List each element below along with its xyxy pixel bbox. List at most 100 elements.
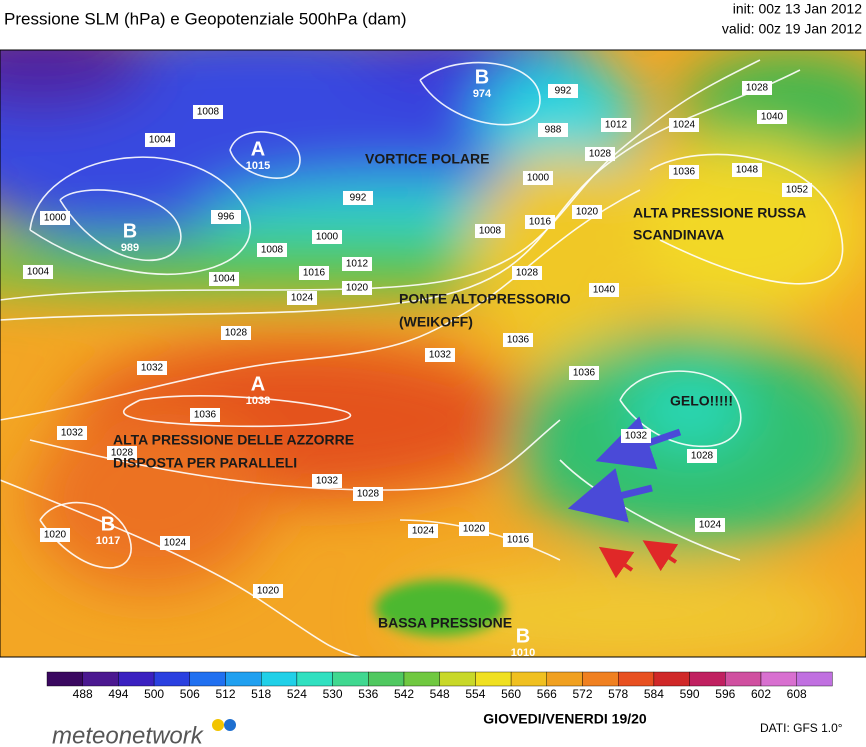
colorbar-swatch [118, 671, 155, 687]
isobar-label: 1032 [316, 476, 339, 487]
isobar-label: 1020 [576, 207, 599, 218]
colorbar-label: 518 [251, 687, 271, 701]
isobar-label: 1036 [673, 167, 696, 178]
annotation: VORTICE POLARE [365, 151, 489, 167]
init-time: init: 00z 13 Jan 2012 [733, 1, 862, 17]
isobar-label: 1040 [593, 285, 616, 296]
colorbar-label: 536 [358, 687, 378, 701]
isobar-label: 1024 [164, 538, 187, 549]
isobar-label-box [257, 243, 287, 257]
isobar-label: 1020 [346, 283, 369, 294]
isobar-label: 1028 [111, 448, 134, 459]
isobar-label-box [193, 105, 223, 119]
annotation: ALTA PRESSIONE RUSSA [633, 205, 806, 221]
colorbar-swatch [653, 671, 690, 687]
colorbar-label: 566 [537, 687, 557, 701]
isobar-label: 1028 [589, 149, 612, 160]
isobar-label: 988 [545, 125, 562, 136]
title: Pressione SLM (hPa) e Geopotenziale 500h… [4, 9, 407, 28]
isobar-label-box [601, 118, 631, 132]
isobar-label-box [299, 266, 329, 280]
isobar-label: 1012 [605, 120, 628, 131]
isobar-label-box [312, 474, 342, 488]
isobar-label: 1024 [412, 526, 435, 537]
isobar-label: 1012 [346, 259, 369, 270]
isobar-label: 992 [555, 86, 572, 97]
colorbar-swatch [189, 671, 226, 687]
pressure-center-value: 1015 [246, 160, 270, 172]
isobar-label-box [211, 210, 241, 224]
isobar-label: 1024 [699, 520, 722, 531]
colorbar-swatch [82, 671, 119, 687]
annotation: ALTA PRESSIONE DELLE AZZORRE [113, 432, 354, 448]
map: 1008 1004 1000 1004 996 992 1000 1008 1004 1016 10… [0, 50, 866, 659]
map-frame [0, 49, 866, 658]
geopotential-field [0, 50, 866, 657]
logo: meteonetwork [52, 722, 205, 747]
pressure-center: A [251, 373, 265, 395]
low-pressure-area [375, 580, 505, 636]
colorbar-swatch [46, 671, 83, 687]
isobar-label-box [621, 429, 651, 443]
isobar-label-box [589, 283, 619, 297]
colorbar-swatch [261, 671, 298, 687]
pressure-center-value: 1038 [246, 395, 270, 407]
colorbar-label: 548 [430, 687, 450, 701]
isobar-label-box [669, 118, 699, 132]
isobar-label-box [503, 533, 533, 547]
colorbar-label: 512 [215, 687, 235, 701]
isobar-label-box [160, 536, 190, 550]
annotation: DISPOSTA PER PARALLELI [113, 455, 297, 471]
colorbar-label: 488 [73, 687, 93, 701]
isobar-label: 1016 [529, 217, 552, 228]
colorbar-swatch [546, 671, 583, 687]
colorbar-label: 494 [108, 687, 128, 701]
pressure-center-value: 1010 [511, 647, 535, 659]
isobar-label-box [523, 171, 553, 185]
pressure-center: B [475, 66, 489, 88]
colorbar-swatch [760, 671, 797, 687]
isobar-label: 1008 [261, 245, 284, 256]
isobar-label-box [57, 426, 87, 440]
isobar-label: 1020 [463, 524, 486, 535]
isobar-label-box [221, 326, 251, 340]
isobar-label-box [353, 487, 383, 501]
isobar-label-box [253, 584, 283, 598]
isobar-label-box [503, 333, 533, 347]
colorbar-swatch [689, 671, 726, 687]
isobar-label: 996 [218, 212, 235, 223]
valid-time: valid: 00z 19 Jan 2012 [722, 21, 862, 37]
isobar-label-box [538, 123, 568, 137]
isobar-label: 1028 [516, 268, 539, 279]
isobar-label-box [145, 133, 175, 147]
isobar-label: 1004 [213, 274, 236, 285]
pressure-center-value: 989 [121, 242, 139, 254]
isobar-label: 1032 [61, 428, 84, 439]
isobar-label: 1048 [736, 165, 759, 176]
isobar-label: 1028 [225, 328, 248, 339]
colorbar-swatch [618, 671, 655, 687]
pressure-center: B [516, 625, 530, 647]
warm-air-arrow [598, 546, 635, 579]
isobar-label: 1052 [786, 185, 809, 196]
isobar-label-box [137, 361, 167, 375]
isobar-label: 1028 [357, 489, 380, 500]
isobar-label-box [408, 524, 438, 538]
isobar-label-box [312, 230, 342, 244]
colorbar-label: 500 [144, 687, 164, 701]
colorbar-swatch [368, 671, 405, 687]
isobar-label-box [209, 272, 239, 286]
colorbar-swatch [403, 671, 440, 687]
isobar-label: 1016 [303, 268, 326, 279]
isobar-label: 1040 [761, 112, 784, 123]
isobar-label-box [732, 163, 762, 177]
pressure-center: A [251, 138, 265, 160]
annotation: PONTE ALTOPRESSORIO [399, 291, 571, 307]
logo-dot [224, 719, 236, 731]
colorbar-label: 584 [644, 687, 664, 701]
isobar-label: 1036 [573, 368, 596, 379]
colorbar-label: 602 [751, 687, 771, 701]
pressure-center: B [123, 220, 137, 242]
isobar-label-box [782, 183, 812, 197]
colorbar-label: 560 [501, 687, 521, 701]
